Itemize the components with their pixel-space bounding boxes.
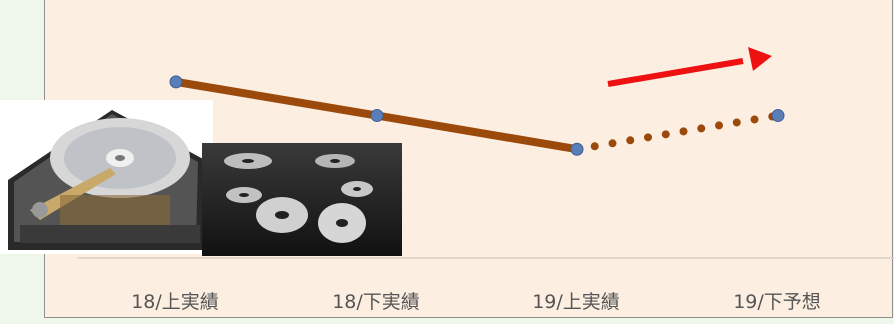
data-point — [370, 109, 384, 123]
x-tick-label: 18/上実績 — [131, 291, 219, 313]
data-point — [169, 75, 183, 89]
data-point — [771, 109, 785, 123]
x-tick-label: 19/上実績 — [532, 291, 620, 313]
x-tick-label: 19/下予想 — [733, 291, 821, 313]
x-tick-label: 18/下実績 — [332, 291, 420, 313]
line-chart — [77, 47, 894, 259]
trend-arrow-head — [748, 47, 772, 71]
disk-platters-image — [202, 143, 402, 256]
trend-arrow-shaft — [607, 58, 744, 87]
data-point — [570, 142, 584, 156]
hard-disk-drive-image — [0, 100, 213, 254]
series-line-dotted — [573, 111, 782, 154]
